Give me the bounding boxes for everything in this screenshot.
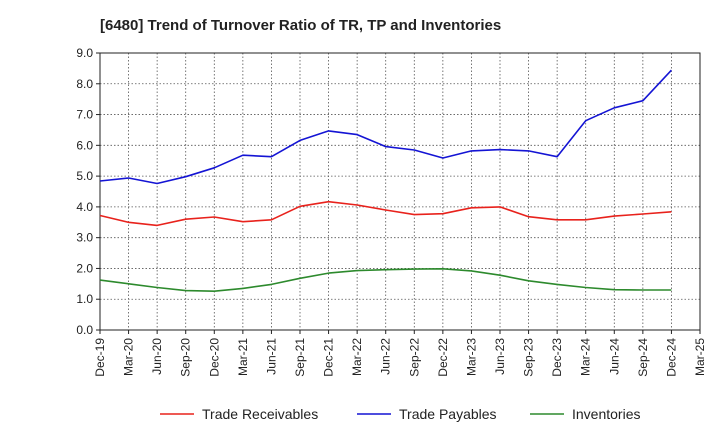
y-tick-label: 0.0 — [76, 323, 93, 337]
legend-label: Inventories — [572, 406, 640, 422]
x-tick-label: Jun-22 — [379, 338, 393, 375]
x-tick-label: Mar-20 — [122, 338, 136, 376]
y-tick-label: 3.0 — [76, 231, 93, 245]
legend: Trade Receivables Trade Payables Inventori… — [160, 406, 640, 422]
x-tick-label: Jun-20 — [150, 338, 164, 375]
x-tick-label: Jun-21 — [264, 338, 278, 375]
x-tick-label: Dec-22 — [436, 338, 450, 377]
y-tick-label: 7.0 — [76, 108, 93, 122]
x-tick-label: Dec-19 — [93, 338, 107, 377]
plot-area — [99, 52, 701, 331]
x-axis: Dec-19 Mar-20 Jun-20 Sep-20 Dec-20 Mar-21 Jun-… — [93, 330, 707, 377]
x-tick-label: Sep-24 — [636, 338, 650, 377]
x-tick-label: Dec-21 — [322, 338, 336, 377]
x-tick-label: Dec-24 — [664, 338, 678, 377]
x-tick-label: Jun-24 — [607, 338, 621, 375]
y-tick-label: 9.0 — [76, 46, 93, 60]
x-tick-label: Sep-23 — [522, 338, 536, 377]
y-tick-label: 1.0 — [76, 292, 93, 306]
legend-label: Trade Payables — [399, 406, 497, 422]
x-tick-label: Sep-21 — [293, 338, 307, 377]
y-tick-label: 4.0 — [76, 200, 93, 214]
y-tick-label: 8.0 — [76, 77, 93, 91]
y-axis: 0.0 1.0 2.0 3.0 4.0 5.0 6.0 7.0 8.0 9.0 — [76, 46, 100, 337]
x-tick-label: Mar-23 — [464, 338, 478, 376]
x-tick-label: Sep-20 — [179, 338, 193, 377]
y-tick-label: 2.0 — [76, 261, 93, 275]
series-line-trade-receivables — [99, 200, 672, 227]
x-tick-label: Sep-22 — [407, 338, 421, 377]
series-lines — [99, 69, 672, 293]
x-tick-label: Jun-23 — [493, 338, 507, 375]
x-tick-label: Mar-22 — [350, 338, 364, 376]
chart-title: [6480] Trend of Turnover Ratio of TR, TP… — [100, 17, 501, 34]
x-tick-label: Dec-20 — [207, 338, 221, 377]
series-line-inventories — [99, 267, 672, 293]
x-tick-label: Mar-24 — [579, 338, 593, 376]
y-tick-label: 5.0 — [76, 169, 93, 183]
series-line-trade-payables — [99, 69, 672, 185]
x-tick-label: Mar-25 — [693, 338, 707, 376]
y-tick-label: 6.0 — [76, 138, 93, 152]
grid — [100, 53, 700, 330]
legend-label: Trade Receivables — [202, 406, 318, 422]
x-tick-label: Dec-23 — [550, 338, 564, 377]
x-tick-label: Mar-21 — [236, 338, 250, 376]
